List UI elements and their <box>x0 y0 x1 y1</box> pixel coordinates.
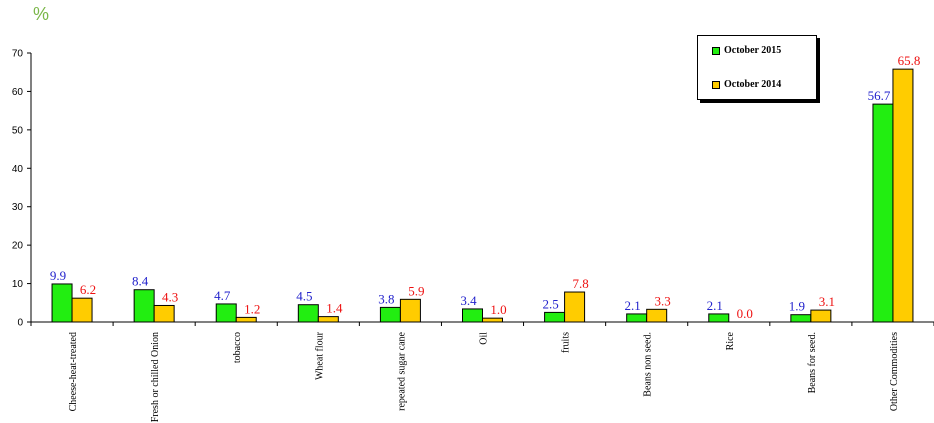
y-tick-label: 0 <box>17 318 23 329</box>
legend-label-2014: October 2014 <box>724 79 782 90</box>
data-label-2015: 2.1 <box>707 298 723 313</box>
y-tick-label: 40 <box>12 164 24 175</box>
chart-legend: October 2015 October 2014 <box>697 35 817 100</box>
y-unit-label: % <box>33 4 50 24</box>
bar-2015 <box>790 314 812 323</box>
x-category-label: fruits <box>561 332 572 353</box>
bar-2015 <box>133 289 155 323</box>
data-label-2015: 4.5 <box>296 289 312 304</box>
legend-item-2014: October 2014 <box>712 79 781 90</box>
data-label-2014: 0.0 <box>737 306 753 321</box>
data-label-2014: 4.3 <box>162 289 178 304</box>
data-label-2014: 1.2 <box>244 301 260 316</box>
legend-swatch-2015 <box>712 46 720 55</box>
bar-2015 <box>379 306 401 323</box>
data-label-2014: 1.4 <box>326 301 343 316</box>
x-category-label: repeated sugar cane <box>396 331 407 410</box>
data-label-2015: 9.9 <box>50 268 66 283</box>
bar-2015 <box>708 313 730 323</box>
data-label-2014: 7.8 <box>572 276 588 291</box>
y-tick-label: 30 <box>12 202 24 213</box>
data-label-2015: 2.5 <box>542 296 558 311</box>
bar-2015 <box>872 103 894 323</box>
bar-2014 <box>399 298 421 323</box>
x-category-label: tobacco <box>232 332 243 363</box>
data-label-2015: 56.7 <box>868 88 891 103</box>
y-tick-label: 10 <box>12 279 24 290</box>
data-label-2014: 5.9 <box>408 283 424 298</box>
data-label-2014: 65.8 <box>898 53 921 68</box>
x-category-label: Fresh or chilled Onion <box>150 332 161 422</box>
bar-2014 <box>564 291 586 323</box>
y-tick-label: 70 <box>12 49 24 60</box>
legend-swatch-2014 <box>712 80 720 89</box>
data-label-2014: 3.3 <box>655 293 671 308</box>
x-category-label: Rice <box>725 331 736 350</box>
bar-2014 <box>317 316 339 323</box>
data-label-2014: 1.0 <box>490 302 506 317</box>
bar-2015 <box>215 303 237 323</box>
y-tick-label: 20 <box>12 241 24 252</box>
bar-2015 <box>626 313 648 323</box>
bar-2014 <box>235 316 257 323</box>
y-tick-label: 50 <box>12 125 24 136</box>
data-label-2015: 3.8 <box>378 291 394 306</box>
bar-2015 <box>51 283 73 323</box>
x-category-label: Other Commodities <box>889 332 900 411</box>
legend-label-2015: October 2015 <box>724 45 782 56</box>
bar-2015 <box>297 304 319 323</box>
bar-2015 <box>462 308 483 323</box>
bar-2015 <box>544 311 566 323</box>
data-label-2015: 1.9 <box>789 299 805 314</box>
legend-item-2015: October 2015 <box>712 45 781 56</box>
bar-2014 <box>153 304 175 323</box>
bar-2014 <box>892 68 914 323</box>
data-label-2015: 3.4 <box>460 293 477 308</box>
x-category-label: Wheat flour <box>314 331 325 380</box>
bar-2014 <box>810 309 832 323</box>
x-category-label: Beans non seed. <box>643 332 654 397</box>
x-category-label: Cheese-heat-treated <box>68 332 79 411</box>
data-label-2015: 4.7 <box>214 288 231 303</box>
y-tick-label: 60 <box>12 87 24 98</box>
bar-2014 <box>482 317 503 323</box>
bar-2014 <box>646 308 668 323</box>
data-label-2015: 8.4 <box>132 274 149 289</box>
x-category-label: Oil <box>479 332 490 345</box>
bar-2014 <box>71 297 93 323</box>
x-category-label: Beans for seed. <box>807 332 818 393</box>
data-label-2014: 3.1 <box>819 294 835 309</box>
data-label-2014: 6.2 <box>80 282 96 297</box>
data-label-2015: 2.1 <box>625 298 641 313</box>
